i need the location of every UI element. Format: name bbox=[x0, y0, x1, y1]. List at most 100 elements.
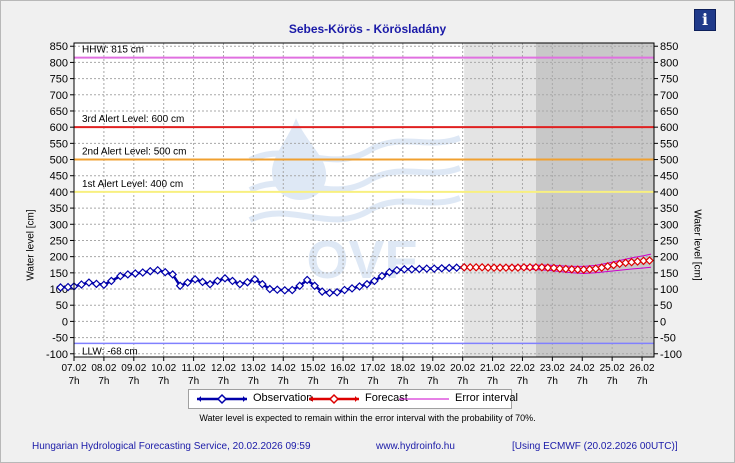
x-tick-label-date: 09.02 bbox=[121, 363, 146, 374]
y-tick-label-right: 850 bbox=[660, 41, 678, 53]
forecast-point bbox=[543, 263, 553, 273]
footer-website-link[interactable]: www.hydroinfo.hu bbox=[376, 441, 455, 452]
forecast-point bbox=[501, 263, 511, 273]
y-tick-label-left: 0 bbox=[62, 316, 68, 328]
forecast-point bbox=[483, 263, 493, 273]
forecast-point bbox=[645, 256, 654, 265]
observation-point bbox=[444, 263, 454, 273]
y-tick-label-left: 450 bbox=[50, 171, 68, 183]
observation-point bbox=[310, 281, 320, 291]
forecast-point bbox=[513, 263, 523, 273]
x-tick-label-date: 14.02 bbox=[271, 363, 296, 374]
observation-point bbox=[400, 264, 409, 274]
observation-point bbox=[377, 271, 387, 281]
forecast-point bbox=[567, 264, 577, 274]
observation-point bbox=[437, 263, 447, 273]
y-tick-label-left: 300 bbox=[50, 219, 68, 231]
observation-point bbox=[183, 278, 192, 287]
forecast-point bbox=[531, 262, 541, 272]
watermark-wave-1 bbox=[248, 135, 462, 163]
legend-marker-observation bbox=[197, 393, 247, 405]
x-tick-label-hour: 7h bbox=[308, 376, 319, 387]
x-tick-label-date: 20.02 bbox=[450, 363, 475, 374]
observation-point bbox=[362, 279, 372, 289]
y-tick-label-left: -50 bbox=[52, 333, 68, 345]
x-tick-label-date: 23.02 bbox=[540, 363, 565, 374]
x-tick-label-hour: 7h bbox=[218, 376, 229, 387]
x-tick-label-hour: 7h bbox=[188, 376, 199, 387]
y-tick-label-left: 200 bbox=[50, 252, 68, 264]
x-tick-label-hour: 7h bbox=[68, 376, 79, 387]
y-tick-label-right: 450 bbox=[660, 171, 678, 183]
y-tick-label-right: 500 bbox=[660, 155, 678, 167]
y-tick-label-right: 400 bbox=[660, 187, 678, 199]
forecast-point bbox=[495, 263, 505, 273]
observation-point bbox=[347, 284, 357, 293]
observation-point bbox=[265, 284, 275, 294]
probability-note: Water level is expected to remain within… bbox=[199, 413, 536, 423]
y-tick-label-left: 600 bbox=[50, 122, 68, 134]
observation-point bbox=[228, 276, 237, 286]
forecast-point bbox=[489, 263, 499, 273]
x-tick-label-date: 21.02 bbox=[480, 363, 505, 374]
info-icon[interactable]: i bbox=[694, 9, 716, 31]
observation-point bbox=[220, 273, 230, 283]
x-tick-label-date: 17.02 bbox=[360, 363, 385, 374]
observation-point bbox=[138, 268, 148, 277]
observation-point bbox=[385, 267, 394, 277]
y-tick-label-right: 800 bbox=[660, 57, 678, 69]
x-tick-label-date: 26.02 bbox=[630, 363, 655, 374]
observation-point bbox=[243, 277, 252, 287]
observation-point bbox=[272, 285, 282, 295]
observation-point bbox=[429, 264, 439, 273]
observation-point bbox=[332, 287, 342, 297]
y-tick-label-right: 250 bbox=[660, 235, 678, 247]
y-tick-label-left: 650 bbox=[50, 106, 68, 118]
threshold-label: LLW: -68 cm bbox=[82, 346, 138, 357]
forecast-point bbox=[471, 262, 481, 272]
observation-point bbox=[160, 267, 170, 277]
threshold-label: HHW: 815 cm bbox=[82, 45, 144, 56]
x-tick-label-date: 15.02 bbox=[301, 363, 326, 374]
x-tick-label-date: 07.02 bbox=[61, 363, 86, 374]
forecast-point bbox=[477, 262, 487, 272]
observation-point bbox=[250, 274, 260, 284]
y-tick-label-right: 0 bbox=[660, 316, 666, 328]
legend-label-error-interval: Error interval bbox=[455, 392, 518, 404]
x-tick-label-hour: 7h bbox=[457, 376, 468, 387]
x-tick-label-date: 25.02 bbox=[600, 363, 625, 374]
x-tick-label-hour: 7h bbox=[517, 376, 528, 387]
threshold-label: 3rd Alert Level: 600 cm bbox=[82, 114, 184, 125]
observation-point bbox=[325, 288, 334, 298]
legend-marker-error-interval bbox=[399, 398, 449, 400]
observation-point bbox=[280, 285, 290, 295]
x-tick-label-date: 13.02 bbox=[241, 363, 266, 374]
observation-point bbox=[317, 287, 327, 296]
y-tick-label-right: 550 bbox=[660, 138, 678, 150]
y-tick-label-right: 300 bbox=[660, 219, 678, 231]
x-tick-label-hour: 7h bbox=[338, 376, 349, 387]
watermark-wave-2 bbox=[248, 165, 462, 193]
x-tick-label-date: 24.02 bbox=[570, 363, 595, 374]
x-tick-label-date: 19.02 bbox=[420, 363, 445, 374]
observation-point bbox=[130, 269, 140, 278]
observation-point bbox=[107, 276, 116, 286]
y-tick-label-left: -100 bbox=[46, 349, 68, 361]
y-tick-label-left: 850 bbox=[50, 41, 68, 53]
y-tick-label-right: 750 bbox=[660, 74, 678, 86]
x-tick-label-date: 11.02 bbox=[181, 363, 206, 374]
watermark-text: OVF bbox=[306, 230, 417, 290]
x-tick-label-date: 10.02 bbox=[151, 363, 176, 374]
observation-point bbox=[198, 277, 207, 287]
observation-point bbox=[452, 263, 462, 273]
x-tick-label-hour: 7h bbox=[278, 376, 289, 387]
observation-point bbox=[302, 275, 312, 285]
ecmwf-shade bbox=[535, 43, 654, 357]
observation-point bbox=[205, 279, 215, 289]
y-tick-label-right: 150 bbox=[660, 268, 678, 280]
observation-point bbox=[287, 285, 297, 295]
observation-point bbox=[392, 265, 402, 275]
forecast-point bbox=[639, 256, 648, 266]
forecast-point bbox=[555, 264, 565, 273]
